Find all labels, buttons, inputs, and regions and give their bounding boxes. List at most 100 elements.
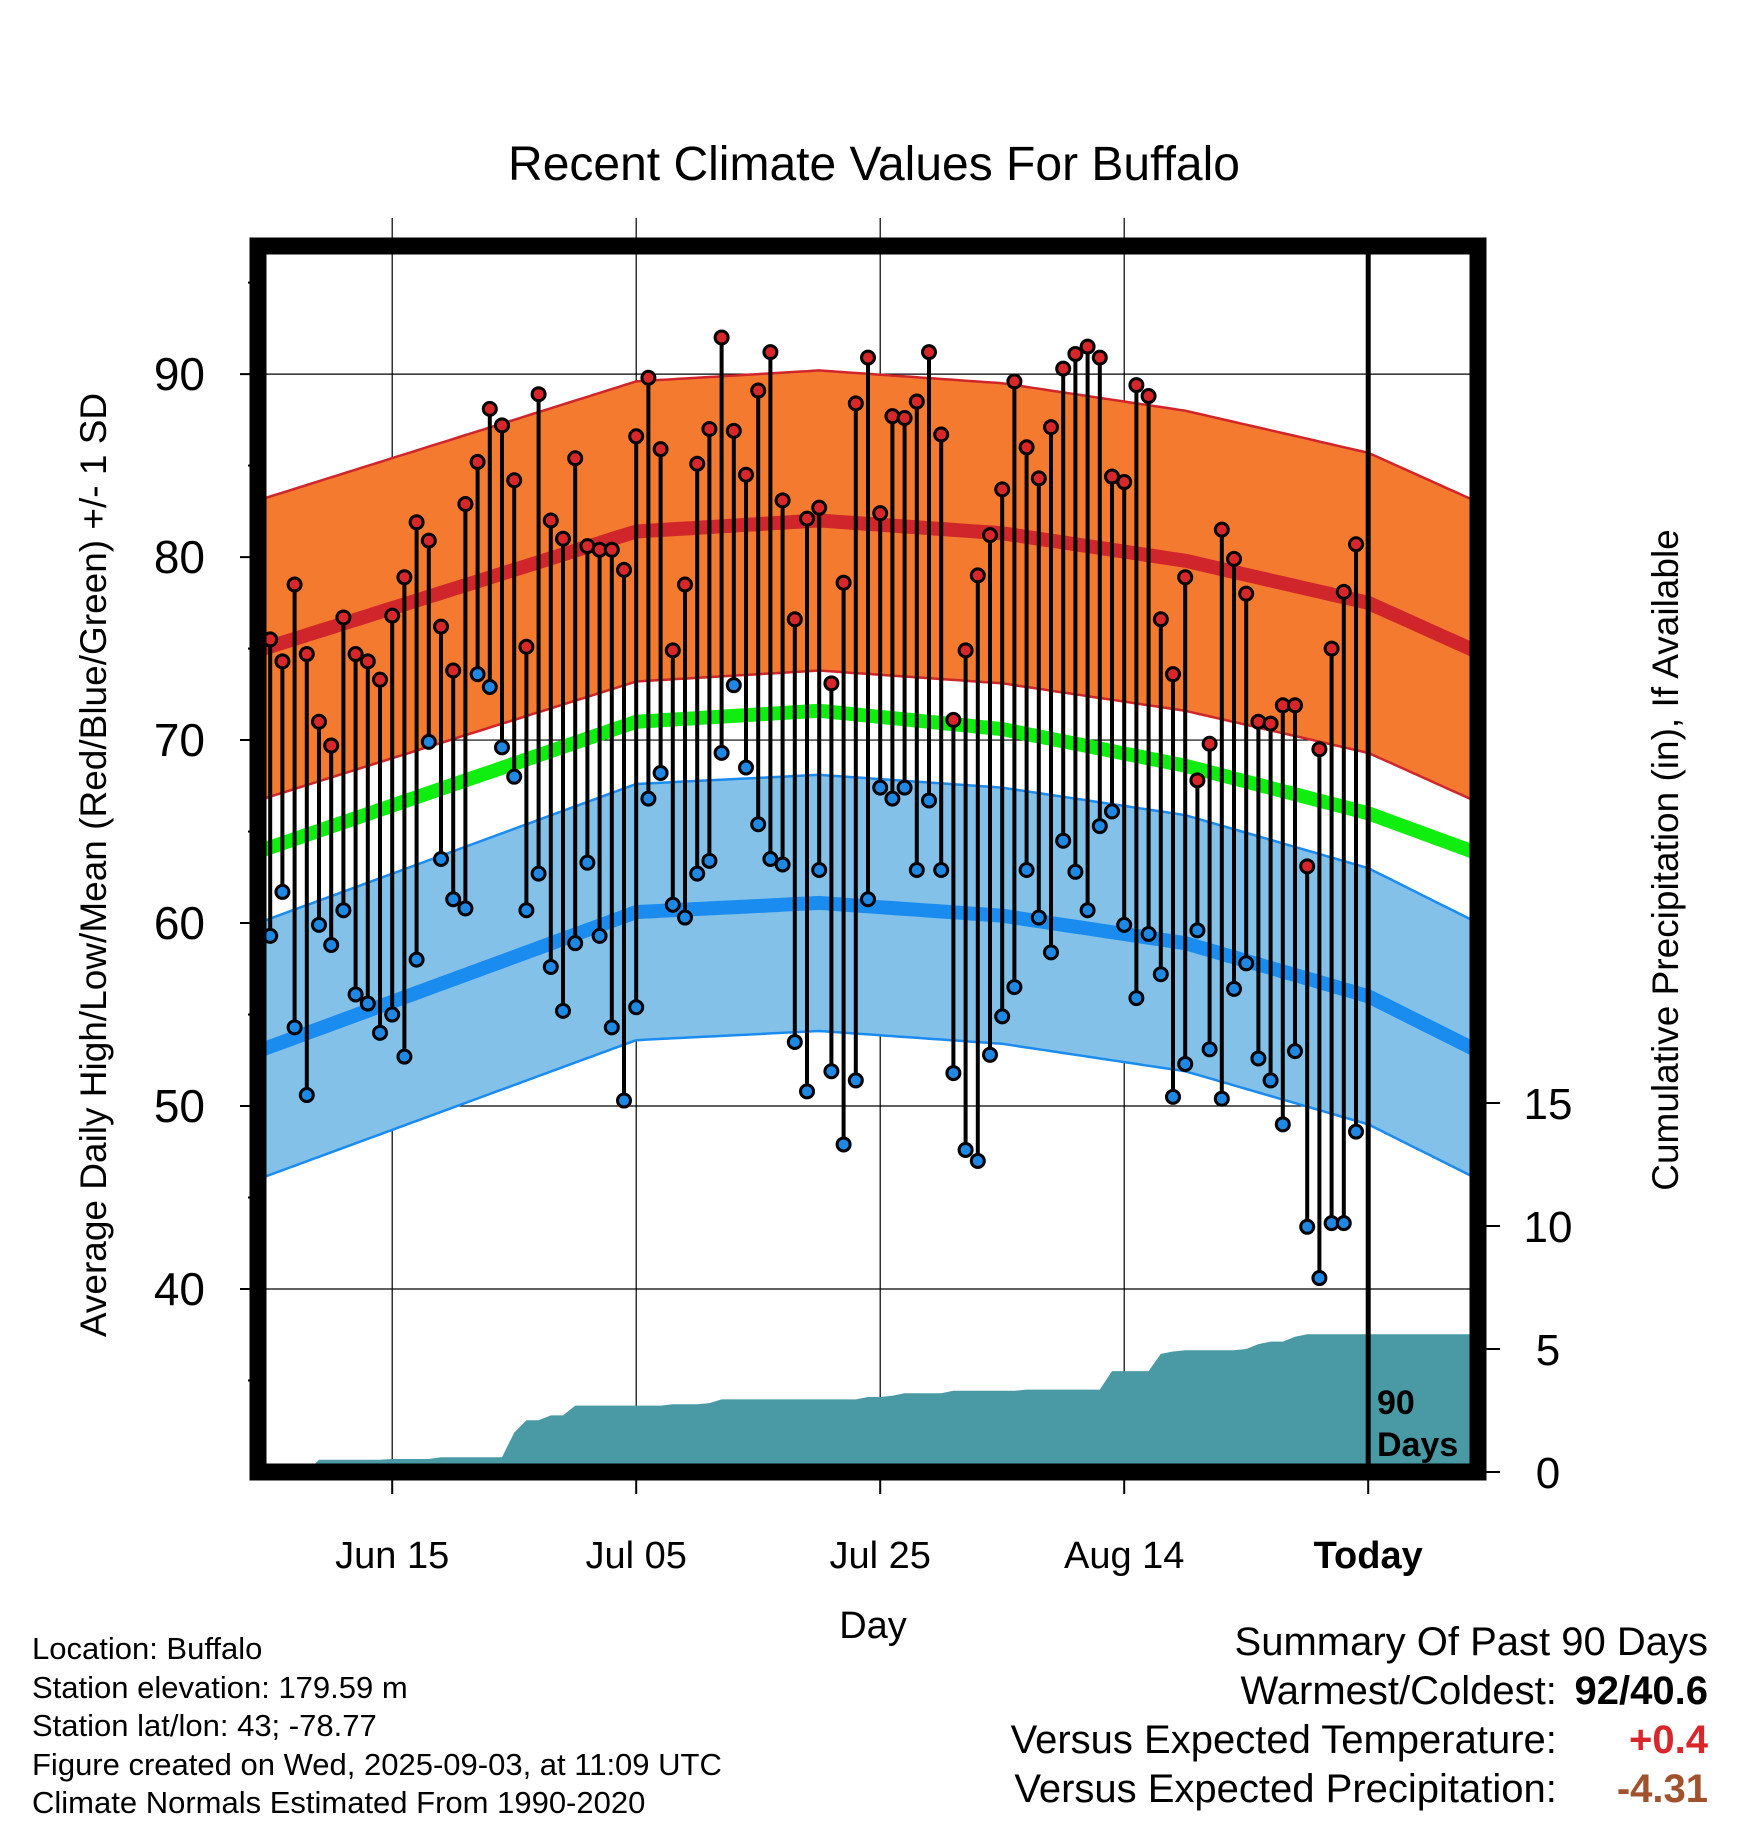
high-point: [823, 675, 840, 692]
x-tick-label: Jul 05: [585, 1535, 686, 1577]
high-point: [921, 344, 937, 361]
high-point: [1006, 373, 1023, 390]
low-point: [628, 999, 645, 1016]
high-point: [628, 428, 645, 445]
high-point: [1030, 470, 1047, 487]
low-point: [1213, 1090, 1230, 1107]
y-tick-label: 80: [154, 531, 205, 583]
high-point: [969, 567, 986, 584]
high-point: [774, 492, 791, 509]
high-point: [542, 512, 559, 529]
low-point: [774, 856, 791, 873]
low-point: [469, 666, 486, 683]
low-point: [652, 764, 669, 781]
low-point: [664, 896, 681, 913]
low-point: [847, 1072, 864, 1089]
high-point: [872, 505, 889, 522]
low-point: [1043, 944, 1059, 961]
high-point: [1189, 772, 1206, 789]
y2-tick-label: 15: [1524, 1080, 1573, 1129]
summary-panel: Summary Of Past 90 Days Warmest/Coldest:…: [1011, 1618, 1708, 1814]
high-point: [1335, 583, 1352, 600]
info-elevation: Station elevation: 179.59 m: [32, 1669, 408, 1705]
low-point: [567, 935, 584, 952]
low-point: [530, 865, 547, 882]
low-point: [408, 951, 425, 968]
high-point: [908, 393, 925, 410]
summary-title: Summary Of Past 90 Days: [1234, 1620, 1708, 1664]
low-point: [872, 779, 889, 796]
high-point: [750, 382, 767, 399]
low-point: [640, 790, 657, 807]
summary-temp-row: Versus Expected Temperature: +0.4: [1011, 1716, 1708, 1765]
low-point: [591, 927, 608, 944]
x-tick-label: Today: [1314, 1535, 1423, 1577]
low-point: [1055, 832, 1072, 849]
high-point: [835, 574, 852, 591]
low-point: [555, 1002, 571, 1019]
high-point: [896, 410, 913, 427]
low-point: [908, 861, 925, 878]
y2-tick-label: 10: [1524, 1203, 1573, 1252]
low-point: [1091, 818, 1108, 835]
high-point: [311, 713, 327, 730]
high-point: [1348, 536, 1364, 553]
high-point: [1043, 419, 1059, 436]
y-tick-label: 60: [154, 897, 205, 949]
high-point: [530, 386, 547, 403]
high-point: [713, 329, 730, 346]
low-point: [494, 739, 510, 756]
high-point: [518, 638, 535, 655]
high-point: [286, 576, 303, 593]
high-point: [1055, 360, 1072, 377]
high-point: [1140, 388, 1157, 405]
low-point: [677, 909, 693, 926]
info-location: Location: Buffalo: [32, 1631, 263, 1666]
high-point: [1262, 715, 1279, 732]
low-point: [1018, 861, 1035, 878]
high-point: [652, 441, 669, 458]
low-point: [420, 733, 437, 750]
chart-title: Recent Climate Values For Buffalo: [508, 138, 1240, 191]
low-point: [286, 1019, 303, 1036]
high-point: [677, 576, 693, 593]
x-tick-label: Jul 25: [829, 1535, 930, 1577]
high-point: [1299, 858, 1316, 875]
high-point: [616, 561, 632, 578]
low-point: [1152, 966, 1169, 983]
low-point: [1287, 1043, 1303, 1060]
info-normals: Climate Normals Estimated From 1990-2020: [32, 1785, 646, 1820]
low-point: [384, 1006, 401, 1023]
high-point: [347, 646, 364, 663]
high-point: [689, 455, 706, 472]
low-point: [1128, 990, 1145, 1007]
low-point: [396, 1048, 413, 1065]
high-point: [664, 642, 681, 659]
low-point: [603, 1019, 620, 1036]
high-point: [469, 453, 486, 470]
low-point: [799, 1083, 815, 1100]
high-point: [738, 466, 754, 483]
high-point: [1091, 349, 1108, 366]
low-point: [701, 852, 718, 869]
y-axis-label-left: Average Daily High/Low/Mean (Red/Blue/Gr…: [73, 393, 114, 1337]
low-point: [1189, 922, 1206, 939]
high-point: [1116, 474, 1133, 491]
low-point: [860, 891, 876, 908]
low-point: [713, 744, 730, 761]
high-point: [640, 369, 657, 386]
low-point: [811, 861, 828, 878]
plot-frame: 90 Days: [249, 237, 1487, 1481]
low-point: [1238, 955, 1255, 972]
high-point: [957, 642, 974, 659]
high-point: [1238, 585, 1255, 602]
high-point: [1323, 640, 1340, 657]
station-info: Location: Buffalo Station elevation: 179…: [32, 1630, 722, 1823]
low-point: [1067, 863, 1084, 880]
y2-tick-label: 5: [1536, 1326, 1560, 1375]
low-point: [786, 1033, 803, 1050]
x-tick-label: Aug 14: [1064, 1535, 1184, 1577]
high-point: [945, 711, 962, 728]
low-point: [457, 900, 474, 917]
low-point: [982, 1046, 998, 1063]
